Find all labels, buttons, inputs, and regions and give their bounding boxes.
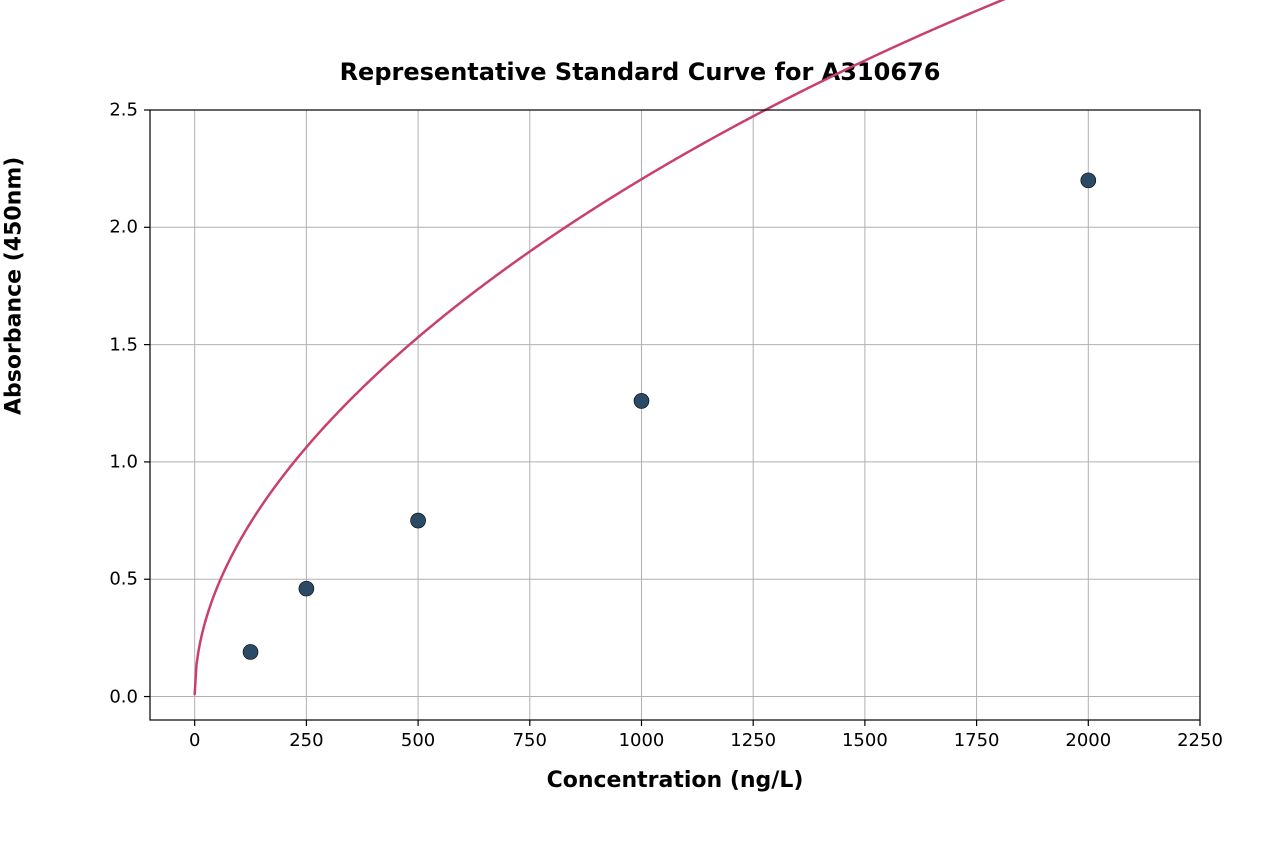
- y-tick-label: 1.5: [109, 334, 138, 355]
- data-point: [243, 644, 258, 659]
- y-tick-label: 0.5: [109, 569, 138, 590]
- y-axis-label: Absorbance (450nm): [2, 157, 27, 415]
- x-tick-label: 1250: [730, 730, 776, 751]
- data-point: [411, 513, 426, 528]
- x-tick-label: 0: [189, 730, 200, 751]
- x-tick-label: 250: [289, 730, 323, 751]
- x-axis-label: Concentration (ng/L): [547, 768, 804, 793]
- x-tick-label: 1500: [842, 730, 888, 751]
- data-point: [1081, 173, 1096, 188]
- chart-svg: [150, 110, 1200, 720]
- y-tick-label: 1.0: [109, 451, 138, 472]
- x-tick-label: 500: [401, 730, 435, 751]
- plot-area: [150, 110, 1200, 720]
- data-point: [299, 581, 314, 596]
- x-tick-label: 1000: [619, 730, 665, 751]
- x-tick-label: 1750: [954, 730, 1000, 751]
- data-point: [634, 393, 649, 408]
- y-tick-label: 2.0: [109, 217, 138, 238]
- x-tick-label: 2250: [1177, 730, 1223, 751]
- chart-title: Representative Standard Curve for A31067…: [0, 58, 1280, 86]
- y-tick-label: 2.5: [109, 100, 138, 121]
- y-tick-label: 0.0: [109, 686, 138, 707]
- figure: Representative Standard Curve for A31067…: [0, 0, 1280, 845]
- x-tick-label: 750: [513, 730, 547, 751]
- x-tick-label: 2000: [1065, 730, 1111, 751]
